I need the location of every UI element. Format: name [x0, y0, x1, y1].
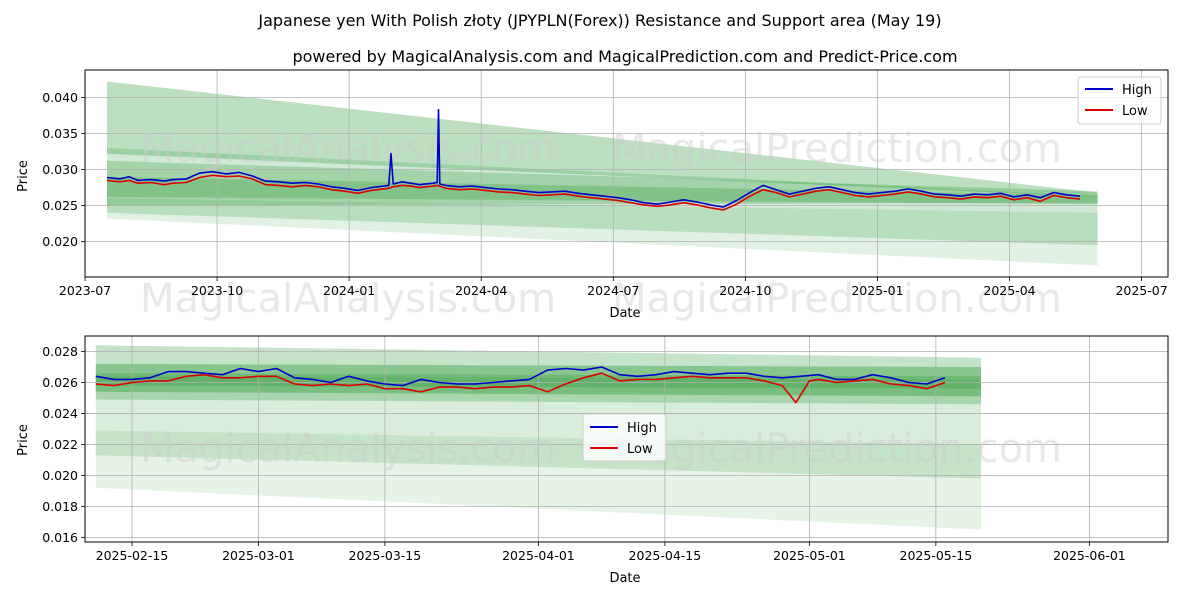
bottom-legend: High Low — [582, 413, 667, 462]
bottom-legend-box — [582, 413, 667, 462]
y-tick-label: 0.035 — [42, 126, 78, 141]
top-bands — [107, 81, 1098, 266]
watermark-analysis: MagicalAnalysis.com — [140, 276, 556, 322]
chart-title: Japanese yen With Polish złoty (JPYPLN(F… — [257, 11, 941, 30]
y-tick-label: 0.016 — [42, 530, 78, 545]
bottom-y-axis-label: Price — [16, 424, 31, 456]
x-tick-label: 2025-06-01 — [1053, 548, 1126, 563]
series-line-high — [95, 366, 946, 387]
x-tick-label: 2023-10 — [191, 283, 243, 298]
bottom-ticks: 2025-02-15 2025-03-01 2025-03-15 2025-04-01… — [42, 344, 1126, 563]
bottom-legend-high-label: High — [627, 421, 657, 436]
bottom-x-axis-label: Date — [609, 571, 640, 586]
top-y-axis-label: Price — [16, 160, 31, 192]
y-tick-label: 0.022 — [42, 437, 78, 452]
chart-subtitle: powered by MagicalAnalysis.com and Magic… — [292, 47, 957, 66]
x-tick-label: 2025-07 — [1115, 283, 1167, 298]
x-tick-label: 2025-03-15 — [349, 548, 422, 563]
y-tick-label: 0.040 — [42, 90, 78, 105]
y-tick-label: 0.020 — [42, 468, 78, 483]
bottom-lines — [95, 366, 946, 404]
x-tick-label: 2024-10 — [719, 283, 771, 298]
x-tick-label: 2025-03-01 — [222, 548, 295, 563]
x-tick-label: 2025-04-15 — [629, 548, 702, 563]
prediction-band-0 — [107, 81, 1098, 197]
x-tick-label: 2025-01 — [851, 283, 903, 298]
x-tick-label: 2023-07 — [59, 283, 111, 298]
watermark-analysis: MagicalAnalysis.com — [140, 426, 556, 472]
watermark-prediction: MagicalPrediction.com — [612, 426, 1062, 472]
x-tick-label: 2025-05-01 — [773, 548, 846, 563]
y-tick-label: 0.018 — [42, 499, 78, 514]
y-tick-label: 0.030 — [42, 162, 78, 177]
bottom-plot-frame — [84, 335, 1169, 543]
top-grid — [84, 70, 1168, 277]
x-tick-label: 2024-07 — [587, 283, 639, 298]
bottom-legend-low-label: Low — [627, 442, 653, 457]
top-lines — [106, 108, 1081, 211]
prediction-band-2 — [107, 198, 1098, 266]
top-ticks: 2023-07 2023-10 2024-01 2024-04 2024-07 2024-… — [42, 90, 1167, 298]
y-tick-label: 0.026 — [42, 375, 78, 390]
y-tick-label: 0.020 — [42, 234, 78, 249]
x-tick-label: 2025-04 — [983, 283, 1035, 298]
watermark-analysis: MagicalAnalysis.com — [140, 126, 556, 172]
series-line-low — [106, 174, 1081, 211]
watermark-prediction: MagicalPrediction.com — [612, 126, 1062, 172]
bottom-watermarks: MagicalAnalysis.com MagicalPrediction.co… — [140, 426, 1062, 472]
watermark-prediction: MagicalPrediction.com — [612, 276, 1062, 322]
y-tick-label: 0.028 — [42, 344, 78, 359]
x-tick-label: 2024-01 — [323, 283, 375, 298]
x-tick-label: 2025-04-01 — [502, 548, 575, 563]
x-tick-label: 2024-04 — [455, 283, 507, 298]
top-chart: MagicalAnalysis.com MagicalPrediction.co… — [16, 69, 1169, 322]
top-legend: High Low — [1077, 76, 1162, 125]
x-tick-label: 2025-05-15 — [900, 548, 973, 563]
series-line-high — [106, 108, 1081, 208]
top-legend-low-label: Low — [1122, 104, 1148, 119]
top-x-axis-label: Date — [609, 306, 640, 321]
prediction-band-4 — [107, 176, 1098, 205]
x-tick-label: 2025-02-15 — [96, 548, 169, 563]
top-watermarks: MagicalAnalysis.com MagicalPrediction.co… — [140, 126, 1062, 322]
bottom-grid — [85, 336, 1168, 542]
bottom-chart: MagicalAnalysis.com MagicalPrediction.co… — [16, 335, 1169, 586]
top-legend-high-label: High — [1122, 83, 1152, 98]
top-plot-frame — [84, 69, 1169, 278]
y-tick-label: 0.025 — [42, 198, 78, 213]
series-line-low — [95, 372, 946, 404]
y-tick-label: 0.024 — [42, 406, 78, 421]
